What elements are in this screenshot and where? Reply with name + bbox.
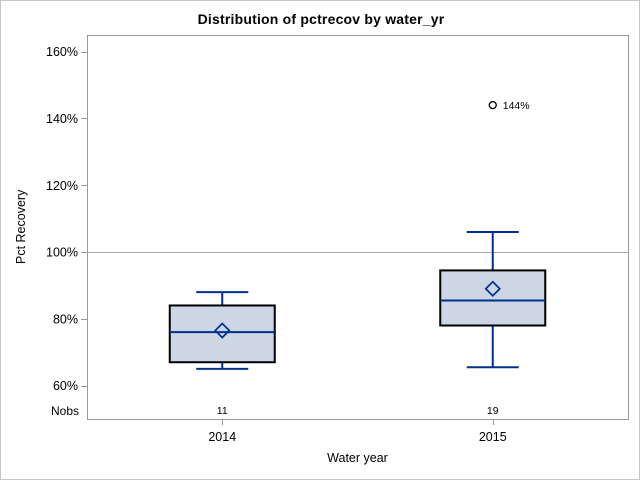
plot-frame xyxy=(87,35,629,420)
y-tick-label: 120% xyxy=(46,179,78,193)
x-tick-label: 2015 xyxy=(479,430,507,444)
x-tick-label: 2014 xyxy=(208,430,236,444)
chart-title: Distribution of pctrecov by water_yr xyxy=(197,11,445,27)
y-tick-label: 160% xyxy=(46,45,78,59)
nobs-label: Nobs xyxy=(50,404,79,418)
iqr-box-2015 xyxy=(439,269,547,327)
outlier-label: 144% xyxy=(503,100,530,112)
y-tick-label: 60% xyxy=(53,379,78,393)
y-tick-label: 140% xyxy=(46,112,78,126)
y-tick-label: 100% xyxy=(46,246,78,260)
nobs-value: 11 xyxy=(217,405,228,417)
y-tick-label: 80% xyxy=(53,312,78,326)
mean-diamond-marker xyxy=(214,322,231,339)
mean-diamond-marker xyxy=(484,280,501,297)
outlier-marker xyxy=(488,100,497,110)
iqr-box-2014 xyxy=(168,304,276,364)
x-axis-title: Water year xyxy=(327,451,388,465)
nobs-value: 19 xyxy=(487,405,499,417)
